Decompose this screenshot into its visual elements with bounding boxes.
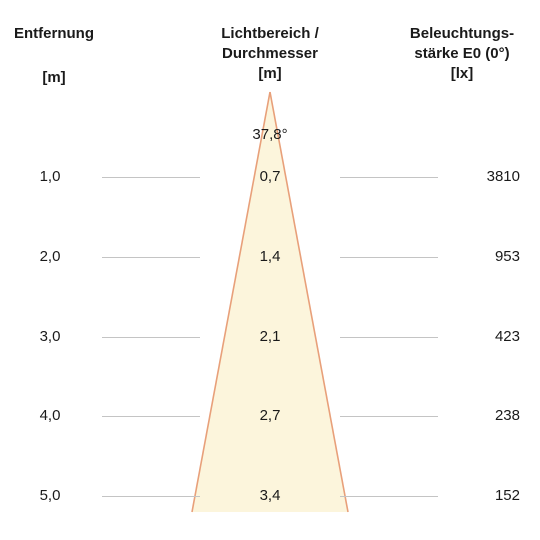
diameter-value: 2,1 (259, 328, 281, 345)
distance-value: 2,0 (39, 248, 61, 265)
illuminance-header: Beleuchtungs- stärke E0 (0°) [lx] (392, 24, 532, 84)
diameter-value: 1,4 (259, 248, 281, 265)
light-cone-left-edge (191, 91, 271, 513)
row-rule-right (340, 416, 438, 417)
illuminance-header-title-1: Beleuchtungs- (409, 25, 515, 42)
illuminance-header-title-2: stärke E0 (0°) (414, 45, 510, 62)
row-rule-left (102, 416, 200, 417)
illuminance-value: 152 (494, 487, 520, 504)
distance-header-title: Entfernung (14, 25, 94, 42)
illuminance-value: 3810 (486, 168, 520, 185)
row-rule-left (102, 496, 200, 497)
distance-value: 5,0 (39, 487, 61, 504)
illuminance-header-unit: [lx] (450, 65, 474, 82)
beam-header-title-1: Lichtbereich / (221, 25, 319, 42)
row-rule-left (102, 257, 200, 258)
diameter-value: 3,4 (259, 487, 281, 504)
beam-header-unit: [m] (258, 65, 282, 82)
diameter-value: 0,7 (259, 168, 281, 185)
beam-angle-label: 37,8° (252, 126, 288, 143)
distance-value: 3,0 (39, 328, 61, 345)
row-rule-right (340, 337, 438, 338)
illuminance-value: 953 (494, 248, 520, 265)
light-cone-right-edge (269, 91, 349, 513)
distance-header-unit: [m] (42, 69, 66, 86)
diameter-value: 2,7 (259, 407, 281, 424)
row-rule-left (102, 337, 200, 338)
illuminance-value: 238 (494, 407, 520, 424)
row-rule-right (340, 177, 438, 178)
distance-header: Entfernung [m] (0, 24, 108, 88)
row-rule-right (340, 257, 438, 258)
row-rule-left (102, 177, 200, 178)
distance-value: 1,0 (39, 168, 61, 185)
illuminance-value: 423 (494, 328, 520, 345)
beam-header-title-2: Durchmesser (222, 45, 318, 62)
light-cone-fill (192, 92, 348, 512)
row-rule-right (340, 496, 438, 497)
beam-header: Lichtbereich / Durchmesser [m] (195, 24, 345, 84)
distance-value: 4,0 (39, 407, 61, 424)
